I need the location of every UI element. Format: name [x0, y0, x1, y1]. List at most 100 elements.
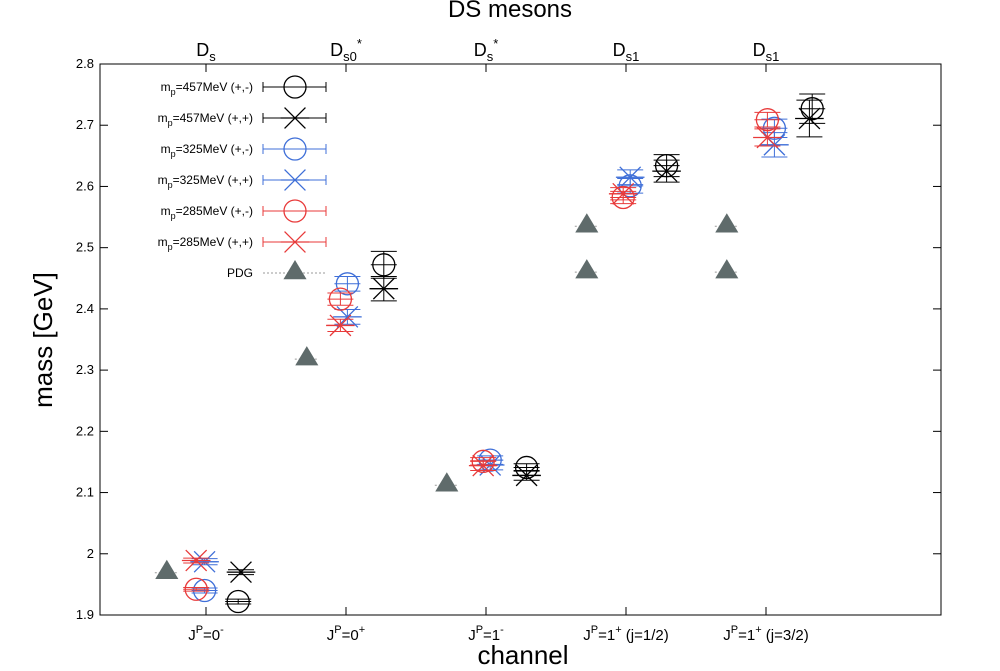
- asterisk-marker: [369, 277, 399, 300]
- legend-entry: mp=325MeV (+,-): [161, 137, 327, 161]
- legend-entry: mp=285MeV (+,-): [161, 199, 327, 223]
- data-point: [327, 287, 354, 311]
- circle-marker: [800, 97, 824, 121]
- channel-label: JP=0-: [188, 624, 224, 644]
- asterisk-marker: [326, 314, 355, 337]
- data-point: [369, 275, 399, 302]
- data-point: [370, 250, 397, 279]
- top-channel-label: Ds0*: [330, 36, 362, 64]
- circle-marker: [184, 577, 208, 601]
- asterisk-marker: [468, 454, 498, 477]
- y-tick-label: 2.3: [76, 362, 94, 377]
- legend-entry: PDG: [227, 260, 326, 280]
- asterisk-marker: [753, 126, 782, 149]
- circle-marker: [192, 578, 217, 603]
- top-channel-label: Ds*: [474, 36, 499, 64]
- data-point: [574, 259, 599, 279]
- data-point: [434, 472, 459, 492]
- asterisk-marker: [280, 169, 310, 191]
- top-channel-label: Ds1: [753, 40, 780, 64]
- circle-marker: [471, 449, 495, 473]
- y-tick-label: 2.7: [76, 117, 94, 132]
- triangle-marker: [155, 559, 179, 580]
- data-point: [754, 108, 781, 132]
- asterisk-marker: [226, 561, 256, 584]
- data-point: [183, 577, 210, 601]
- y-tick-label: 2: [87, 546, 94, 561]
- series-group: [183, 108, 781, 601]
- data-point: [334, 272, 361, 296]
- data-point: [468, 454, 498, 477]
- legend-label: mp=325MeV (+,+): [158, 173, 253, 190]
- legend-entry: mp=285MeV (+,+): [158, 231, 327, 253]
- asterisk-marker: [615, 166, 645, 189]
- asterisk-marker: [280, 107, 310, 129]
- legend-label: mp=285MeV (+,-): [161, 204, 253, 221]
- legend-label: mp=325MeV (+,-): [161, 142, 253, 159]
- series-group: [191, 116, 788, 603]
- asterisk-marker: [280, 231, 310, 253]
- top-channel-label: Ds: [196, 40, 216, 64]
- legend-label: mp=457MeV (+,-): [161, 80, 253, 97]
- data-point: [154, 559, 179, 580]
- axes-layer: 1.9 2 2.1 2.2 2.3 2.4 2.5 2.6 2.7 2.8 JP=0- Ds JP=0+…: [76, 36, 941, 644]
- triangle-marker: [715, 213, 739, 233]
- circle-marker: [328, 287, 353, 311]
- y-tick-label: 2.4: [76, 301, 94, 316]
- circle-marker: [226, 589, 250, 614]
- y-tick-label: 2.1: [76, 485, 94, 500]
- legend-entry: mp=457MeV (+,+): [158, 107, 327, 129]
- data-point: [714, 213, 739, 233]
- data-point: [226, 561, 256, 584]
- data-point: [608, 182, 638, 205]
- series-group: [226, 99, 824, 584]
- data-point: [714, 259, 739, 279]
- triangle-marker: [575, 213, 599, 233]
- data-point: [574, 213, 599, 233]
- y-tick-label: 2.6: [76, 178, 94, 193]
- circle-marker: [283, 137, 307, 161]
- data-point: [225, 589, 252, 614]
- series-group: [181, 126, 782, 572]
- data-point: [326, 314, 355, 337]
- circle-marker: [335, 272, 360, 296]
- asterisk-marker: [652, 160, 681, 183]
- triangle-marker: [435, 472, 459, 492]
- series-group: [225, 93, 826, 614]
- legend-label: PDG: [227, 266, 253, 280]
- asterisk-marker: [795, 107, 824, 130]
- y-axis-title: mass [GeV]: [28, 272, 58, 408]
- series-group: [190, 132, 789, 573]
- data-point: [753, 126, 782, 149]
- y-tick-label: 1.9: [76, 607, 94, 622]
- plot-frame: [99, 63, 942, 616]
- legend-label: mp=457MeV (+,+): [158, 111, 253, 128]
- channel-label: JP=1+ (j=3/2): [723, 624, 809, 644]
- data-point: [615, 166, 645, 189]
- data-point: [652, 159, 681, 183]
- y-tick-label: 2.5: [76, 240, 94, 255]
- legend: mp=457MeV (+,-) mp=457MeV (+,+) mp=325MeV …: [158, 75, 327, 280]
- triangle-marker: [283, 260, 307, 280]
- legend-entry: mp=457MeV (+,-): [161, 75, 327, 99]
- circle-marker: [283, 199, 307, 223]
- chart-title: DS mesons: [448, 0, 572, 23]
- data-point: [512, 464, 541, 487]
- channel-label: JP=0+: [327, 624, 365, 644]
- triangle-marker: [715, 259, 739, 279]
- asterisk-marker: [608, 182, 638, 205]
- x-axis-title: channel: [477, 640, 568, 666]
- data-point: [181, 549, 211, 572]
- triangle-marker: [295, 346, 319, 366]
- circle-marker: [372, 253, 396, 277]
- series-group: [154, 213, 739, 580]
- data-point: [795, 99, 824, 138]
- circle-marker: [283, 75, 307, 99]
- marks-layer: [154, 93, 826, 614]
- circle-marker: [611, 185, 635, 210]
- data-point: [294, 346, 319, 366]
- legend-entry: mp=325MeV (+,+): [158, 169, 327, 191]
- asterisk-marker: [181, 549, 211, 572]
